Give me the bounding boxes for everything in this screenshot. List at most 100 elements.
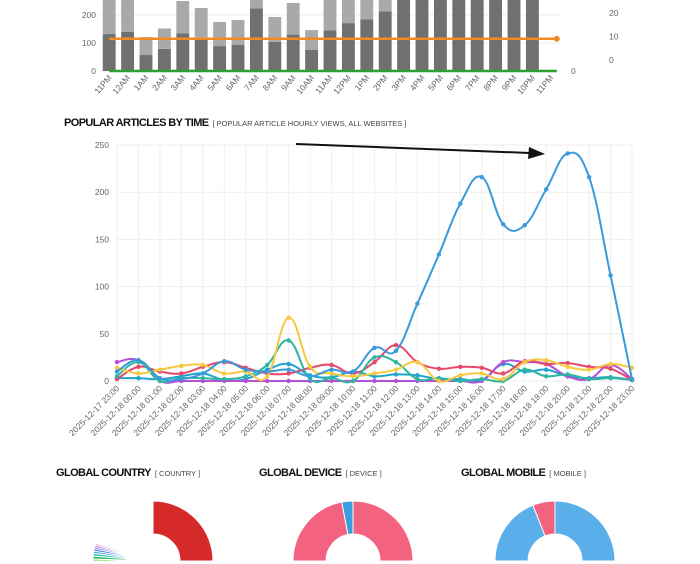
bar-segment — [360, 0, 374, 20]
series-point — [393, 348, 399, 353]
series-point — [286, 367, 291, 372]
series-point — [458, 364, 463, 370]
bar-segment — [323, 0, 337, 31]
line-y-tick: 50 — [100, 329, 110, 339]
series-point — [286, 378, 291, 384]
series-point — [393, 378, 399, 384]
series-point — [136, 371, 141, 376]
series-point — [629, 376, 635, 382]
series-point — [522, 359, 527, 365]
series-point — [436, 252, 442, 257]
top-x-tick: 10PM — [515, 73, 537, 96]
series-point — [543, 374, 549, 379]
series-point — [114, 369, 120, 374]
series-point — [136, 375, 141, 381]
line-y-tick: 100 — [95, 282, 109, 292]
series-point — [372, 355, 377, 360]
top-x-tick: 11AM — [313, 73, 335, 96]
series-point — [350, 378, 356, 384]
top-x-tick: 4PM — [408, 73, 427, 93]
bar-segment — [139, 55, 153, 71]
top-x-tick: 2AM — [150, 73, 169, 93]
bar-segment — [341, 23, 355, 71]
series-point — [458, 373, 463, 378]
bar-segment — [525, 0, 539, 71]
series-point — [222, 371, 227, 376]
bar-segment — [378, 11, 392, 71]
top-x-tick: 8AM — [260, 73, 279, 93]
series-point — [393, 342, 399, 348]
series-point — [479, 365, 484, 370]
series-point — [222, 358, 227, 364]
top-x-tick: 8PM — [481, 73, 500, 93]
series-point — [114, 374, 120, 379]
series-point — [286, 371, 291, 376]
country-chart-title: GLOBAL COUNTRY[ COUNTRY ] — [56, 467, 200, 479]
series-point — [307, 364, 313, 370]
bar-segment — [194, 37, 208, 71]
bar-segment — [360, 19, 374, 71]
bar-segment — [378, 0, 392, 12]
bar-segment — [489, 0, 503, 71]
series-point — [286, 315, 291, 320]
series-point — [565, 372, 570, 377]
series-point — [393, 372, 399, 377]
series-point — [458, 378, 463, 384]
top-y-tick: 0 — [91, 66, 96, 76]
top-x-tick: 6AM — [224, 73, 243, 93]
series-point — [157, 367, 163, 372]
mobile-subtitle: [ MOBILE ] — [549, 469, 586, 478]
top-x-tick: 5AM — [205, 73, 224, 93]
bar-segment — [397, 0, 411, 71]
series-point — [329, 371, 334, 376]
series-point — [458, 201, 463, 206]
series-point — [608, 375, 613, 381]
bar-segment — [452, 0, 466, 71]
top-right2-tick: 10 — [609, 32, 619, 42]
bar-segment — [102, 0, 116, 35]
series-point — [543, 187, 549, 192]
bar-segment — [102, 34, 116, 71]
bar-segment — [323, 30, 337, 71]
series-point — [265, 378, 270, 384]
series-point — [608, 366, 613, 371]
series-point — [415, 301, 420, 306]
top-x-tick: 12AM — [110, 73, 132, 96]
bar-segment — [121, 31, 135, 71]
device-subtitle: [ DEVICE ] — [345, 469, 382, 478]
top-x-tick: 11PM — [534, 73, 556, 96]
series-point — [543, 358, 549, 363]
series-point — [393, 367, 399, 372]
series-point — [243, 374, 248, 379]
country-title-text: GLOBAL COUNTRY — [56, 467, 151, 479]
series-point — [586, 376, 592, 382]
series-point — [372, 371, 377, 376]
donut-slice — [95, 500, 154, 554]
top-x-tick: 2PM — [371, 73, 390, 93]
line-chart-title: POPULAR ARTICLES BY TIME[ POPULAR ARTICL… — [64, 117, 406, 129]
series-point — [608, 361, 613, 367]
series-point — [372, 345, 377, 351]
bar-segment — [139, 37, 153, 56]
series-point — [565, 151, 570, 156]
series-point — [501, 371, 506, 376]
series-point — [286, 338, 291, 343]
device-title-text: GLOBAL DEVICE — [259, 467, 342, 479]
bar-segment — [341, 0, 355, 24]
annotation-arrow — [295, 143, 531, 154]
series-point — [565, 364, 570, 370]
bar-segment — [268, 16, 282, 42]
donut-slice — [152, 500, 214, 562]
series-point — [114, 359, 120, 365]
orange-series-point — [553, 35, 560, 42]
series-point — [200, 375, 206, 381]
series-point — [586, 174, 592, 180]
bar-segment — [507, 0, 521, 71]
series-point — [200, 371, 206, 376]
series-point — [243, 367, 248, 372]
series-point — [543, 367, 549, 372]
series-point — [307, 374, 313, 379]
series-point — [522, 223, 527, 228]
bar-segment — [194, 8, 208, 38]
top-right2-tick: 20 — [609, 8, 619, 18]
